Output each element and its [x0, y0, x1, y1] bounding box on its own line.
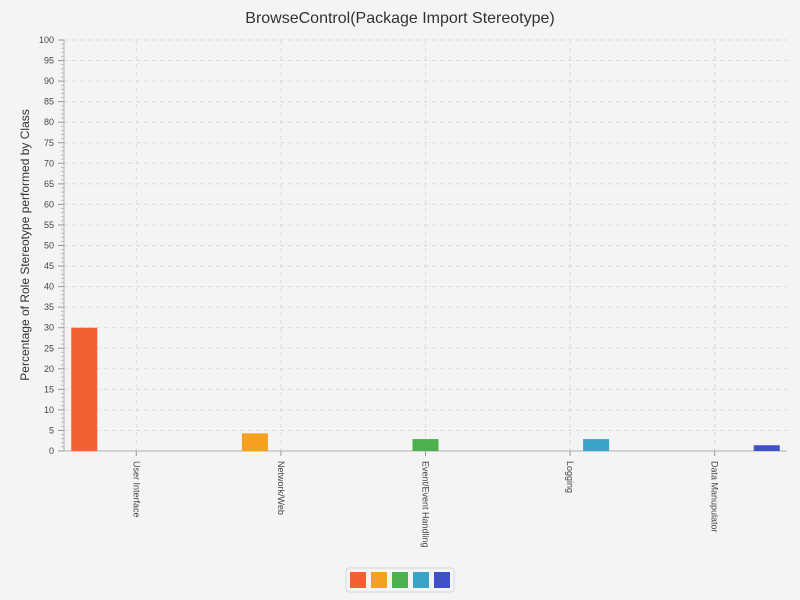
y-tick-label-50: 50: [44, 241, 54, 251]
legend-swatch-2: [392, 572, 408, 588]
x-tick-label-2: Event/Event Handling: [421, 461, 431, 548]
y-tick-label-85: 85: [44, 97, 54, 107]
y-tick-label-70: 70: [44, 158, 54, 168]
bar-series4-data-manupulator: [753, 445, 780, 451]
y-tick-label-0: 0: [49, 446, 54, 456]
y-tick-label-45: 45: [44, 261, 54, 271]
legend-swatch-4: [434, 572, 450, 588]
y-tick-label-55: 55: [44, 220, 54, 230]
bars: [71, 327, 780, 451]
y-tick-label-20: 20: [44, 364, 54, 374]
x-tick-label-1: Network/Web: [276, 461, 286, 515]
y-tick-label-30: 30: [44, 323, 54, 333]
bar-series2-event-event-handling: [412, 439, 439, 451]
y-tick-label-65: 65: [44, 179, 54, 189]
x-tick-label-4: Data Manupulator: [710, 461, 720, 533]
category-labels: User Interface Network/Web Event/Event Han…: [131, 461, 719, 548]
y-tick-label-80: 80: [44, 117, 54, 127]
y-tick-label-95: 95: [44, 56, 54, 66]
y-tick-label-25: 25: [44, 343, 54, 353]
y-tick-label-60: 60: [44, 199, 54, 209]
y-tick-label-10: 10: [44, 405, 54, 415]
chart-title: BrowseControl(Package Import Stereotype): [245, 10, 554, 27]
y-tick-label-35: 35: [44, 302, 54, 312]
y-tick-label-15: 15: [44, 384, 54, 394]
y-tick-label-40: 40: [44, 282, 54, 292]
y-axis-label: Percentage of Role Stereotype performed …: [18, 109, 32, 380]
x-tick-label-3: Logging: [565, 461, 575, 493]
legend-swatch-3: [413, 572, 429, 588]
legend-swatch-1: [371, 572, 387, 588]
y-tick-label-75: 75: [44, 138, 54, 148]
y-tick-label-5: 5: [49, 425, 54, 435]
y-tick-label-100: 100: [39, 35, 54, 45]
grid: [64, 39, 787, 451]
bar-series0-user-interface: [71, 327, 98, 451]
y-tick-label-90: 90: [44, 76, 54, 86]
bar-series1-network-web: [241, 433, 268, 451]
x-tick-label-0: User Interface: [131, 461, 141, 518]
legend: [345, 567, 455, 593]
legend-swatch-0: [350, 572, 366, 588]
bar-series3-logging: [583, 439, 610, 451]
